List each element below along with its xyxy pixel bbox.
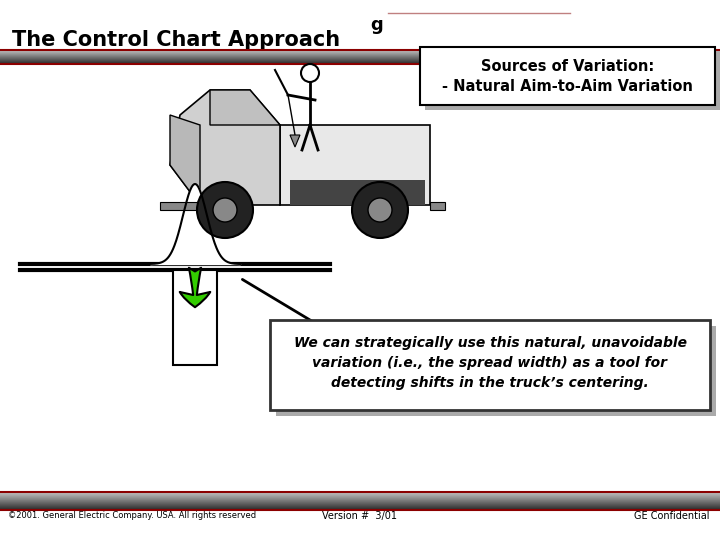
- Text: Sources of Variation:: Sources of Variation:: [481, 59, 654, 74]
- Bar: [0, 53, 720, 54]
- Bar: [160, 202, 200, 210]
- Bar: [0, 493, 720, 494]
- Bar: [0, 501, 720, 502]
- Bar: [0, 497, 720, 498]
- Polygon shape: [170, 90, 280, 205]
- Bar: [0, 502, 720, 503]
- Bar: [0, 57, 720, 58]
- Circle shape: [352, 182, 408, 238]
- Circle shape: [197, 182, 253, 238]
- Bar: [0, 63, 720, 64]
- Bar: [0, 506, 720, 507]
- Bar: [0, 50, 720, 51]
- Bar: [173, 270, 217, 365]
- Polygon shape: [170, 115, 200, 205]
- Bar: [0, 495, 720, 496]
- Bar: [0, 504, 720, 505]
- Circle shape: [368, 198, 392, 222]
- Bar: [0, 62, 720, 63]
- Text: Version #  3/01: Version # 3/01: [323, 511, 397, 521]
- Text: We can strategically use this natural, unavoidable
variation (i.e., the spread w: We can strategically use this natural, u…: [294, 336, 686, 390]
- Polygon shape: [210, 90, 280, 125]
- Bar: [0, 52, 720, 53]
- Bar: [0, 505, 720, 506]
- Bar: [0, 56, 720, 57]
- Bar: [0, 61, 720, 62]
- Bar: [0, 499, 720, 500]
- Bar: [0, 503, 720, 504]
- Text: g: g: [370, 16, 383, 34]
- Bar: [425, 52, 720, 110]
- Bar: [0, 509, 720, 510]
- Bar: [420, 47, 715, 105]
- Polygon shape: [290, 135, 300, 147]
- Bar: [0, 51, 720, 52]
- Bar: [0, 59, 720, 60]
- Bar: [0, 494, 720, 495]
- Text: ©2001. General Electric Company. USA. All rights reserved: ©2001. General Electric Company. USA. Al…: [8, 511, 256, 521]
- Bar: [430, 202, 445, 210]
- Polygon shape: [290, 180, 425, 205]
- Bar: [0, 508, 720, 509]
- Bar: [276, 326, 716, 416]
- Text: - Natural Aim-to-Aim Variation: - Natural Aim-to-Aim Variation: [442, 79, 693, 94]
- Circle shape: [213, 198, 237, 222]
- Polygon shape: [280, 125, 430, 205]
- Bar: [0, 496, 720, 497]
- Bar: [0, 507, 720, 508]
- Bar: [270, 320, 710, 410]
- Bar: [0, 58, 720, 59]
- Text: The Control Chart Approach: The Control Chart Approach: [12, 30, 340, 50]
- Bar: [0, 60, 720, 61]
- Bar: [0, 498, 720, 499]
- Bar: [0, 492, 720, 493]
- Text: GE Confidential: GE Confidential: [634, 511, 710, 521]
- Bar: [0, 500, 720, 501]
- Circle shape: [301, 64, 319, 82]
- Bar: [0, 55, 720, 56]
- Bar: [0, 54, 720, 55]
